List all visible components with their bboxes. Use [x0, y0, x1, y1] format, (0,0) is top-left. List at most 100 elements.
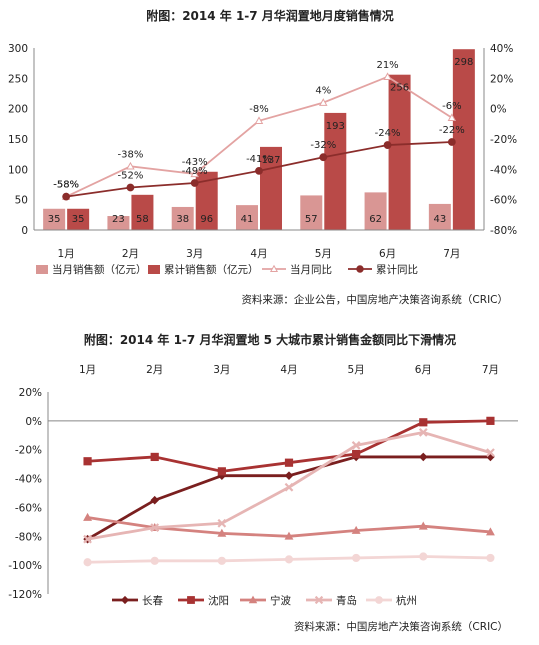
chart2-point-长春 [418, 452, 428, 462]
chart1-y2-tick: -80% [490, 225, 517, 237]
chart1-x-tick: 2月 [122, 248, 139, 260]
chart1-monthly-yoy-label: -6% [442, 101, 461, 112]
chart2-point-青岛 [351, 441, 361, 450]
chart1-cumulative-bar [324, 112, 347, 230]
chart2-legend-label: 杭州 [396, 594, 417, 607]
chart2-point-青岛 [418, 428, 428, 437]
chart2-point-杭州 [419, 552, 428, 561]
chart2-point-沈阳 [150, 452, 159, 462]
chart1-cumulative-yoy-label: -32% [310, 140, 336, 151]
chart1-y2-tick: 40% [490, 43, 513, 55]
chart1-legend-marker [269, 264, 279, 273]
chart1-cumulative-yoy-label: -22% [439, 125, 465, 136]
chart2-point-沈阳 [419, 418, 428, 427]
chart1-bar-label: 35 [72, 214, 85, 225]
chart1-legend-swatch [148, 265, 160, 274]
chart2-point-宁波 [83, 512, 93, 521]
chart1-cumulative-yoy-label: -52% [118, 171, 144, 182]
chart2-legend-label: 长春 [142, 595, 163, 607]
chart1-cumulative-yoy-label: -58% [53, 180, 79, 191]
chart1-legend-label: 当月同比 [290, 263, 332, 276]
chart1-cumulative-yoy-label: -49% [182, 166, 208, 177]
chart1-monthly-bar [428, 203, 451, 230]
chart2-point-长春 [150, 495, 160, 505]
chart2-point-杭州 [150, 556, 159, 565]
chart1-y2-tick: -20% [490, 134, 517, 146]
chart2-legend-label: 沈阳 [208, 594, 229, 607]
chart2-point-长春 [284, 471, 294, 480]
chart1-y-tick: 0 [21, 225, 28, 237]
chart2-point-沈阳 [284, 458, 294, 467]
chart1-bar-label: 58 [136, 214, 149, 225]
chart1-bar-label: 193 [326, 121, 345, 132]
chart1-bar-label: 256 [390, 83, 409, 94]
chart1-x-tick: 4月 [250, 248, 267, 260]
chart1-monthly-bar [364, 192, 387, 230]
chart2-point-青岛 [217, 518, 227, 528]
chart1-bar-label: 43 [433, 214, 446, 225]
chart1-y-tick: 150 [8, 134, 28, 146]
chart2-point-沈阳 [486, 416, 495, 425]
chart2-point-青岛 [83, 534, 92, 544]
chart1-monthly-bar [107, 216, 130, 230]
chart2-legend-marker [248, 595, 258, 604]
chart2-y-tick: -20% [15, 445, 42, 457]
chart1-legend-label: 累计同比 [376, 263, 418, 276]
chart2-point-宁波 [485, 527, 495, 536]
chart2-y-tick: -80% [15, 531, 42, 543]
chart2-point-宁波 [217, 528, 227, 537]
chart1-monthly-yoy-label: -38% [118, 149, 144, 160]
chart1-y-tick: 100 [8, 164, 28, 176]
chart1-monthly-bar [43, 208, 66, 230]
chart2-y-tick: -100% [8, 560, 42, 572]
chart2-point-青岛 [150, 523, 160, 533]
chart1-monthly-yoy-label: 21% [376, 60, 398, 71]
chart2-legend-marker [187, 596, 195, 604]
chart2-x-tick: 7月 [482, 364, 499, 376]
chart1-title: 附图：2014 年 1-7 月华润置地月度销售情况 [146, 8, 394, 23]
chart1-cumulative-yoy-label: -24% [375, 128, 401, 139]
chart1-cumulative-yoy-label: -41% [246, 154, 272, 165]
chart1-monthly-yoy-label: -58% [53, 180, 79, 191]
chart1-y-tick: 300 [8, 43, 28, 55]
chart1-cumulative-bar [67, 208, 90, 230]
chart2-point-青岛 [284, 482, 294, 492]
chart1-y-tick: 200 [8, 104, 28, 116]
chart1-legend: 当月销售额（亿元） 累计销售额（亿元） 当月同比 累计同比 [36, 263, 418, 276]
chart1-bar-label: 57 [305, 214, 318, 225]
chart1-cumulative-yoy-point [62, 192, 71, 201]
chart1-y2-tick: 20% [490, 73, 513, 85]
chart2-y-tick: -60% [15, 502, 42, 514]
chart1-monthly-yoy-point [254, 116, 264, 125]
chart2-title: 附图：2014 年 1-7 月华润置地 5 大城市累计销售金额同比下滑情况 [84, 332, 456, 347]
chart1-x-tick: 7月 [443, 248, 460, 260]
chart2-point-宁波 [284, 531, 294, 540]
monthly-sales-chart: 附图：2014 年 1-7 月华润置地月度销售情况 0 50 100 150 200 25… [8, 8, 517, 306]
chart2-x-tick: 4月 [280, 364, 297, 376]
chart1-cumulative-yoy-point [447, 138, 456, 146]
chart2-x-tick: 3月 [213, 364, 230, 376]
chart2-x-tick: 6月 [415, 364, 432, 376]
chart1-monthly-bar [236, 205, 258, 230]
city-decline-chart: 附图：2014 年 1-7 月华润置地 5 大城市累计销售金额同比下滑情况 -1… [8, 332, 518, 633]
chart2-x-tick: 1月 [79, 364, 96, 376]
chart1-x-tick: 6月 [379, 248, 396, 260]
chart1-cumulative-bar [452, 49, 475, 230]
chart2-y-tick: -40% [15, 474, 42, 486]
chart2-point-杭州 [486, 553, 495, 563]
chart1-bar-label: 35 [48, 214, 61, 225]
chart1-y2-tick: -60% [490, 195, 517, 207]
chart2-point-杭州 [217, 556, 226, 565]
chart1-cumulative-bar [195, 171, 218, 230]
chart2-x-tick: 5月 [348, 364, 365, 376]
chart2-legend-marker [314, 595, 324, 605]
chart1-legend-label: 当月销售额（亿元） [52, 263, 147, 276]
chart1-bar-label: 41 [241, 214, 254, 225]
chart1-monthly-yoy-label: 4% [315, 86, 331, 97]
chart1-monthly-yoy-point [126, 161, 135, 170]
chart1-monthly-bar [300, 195, 323, 230]
chart1-cumulative-bar [131, 194, 154, 230]
chart1-bar-label: 23 [112, 214, 125, 225]
chart2-legend-label: 青岛 [336, 594, 357, 607]
